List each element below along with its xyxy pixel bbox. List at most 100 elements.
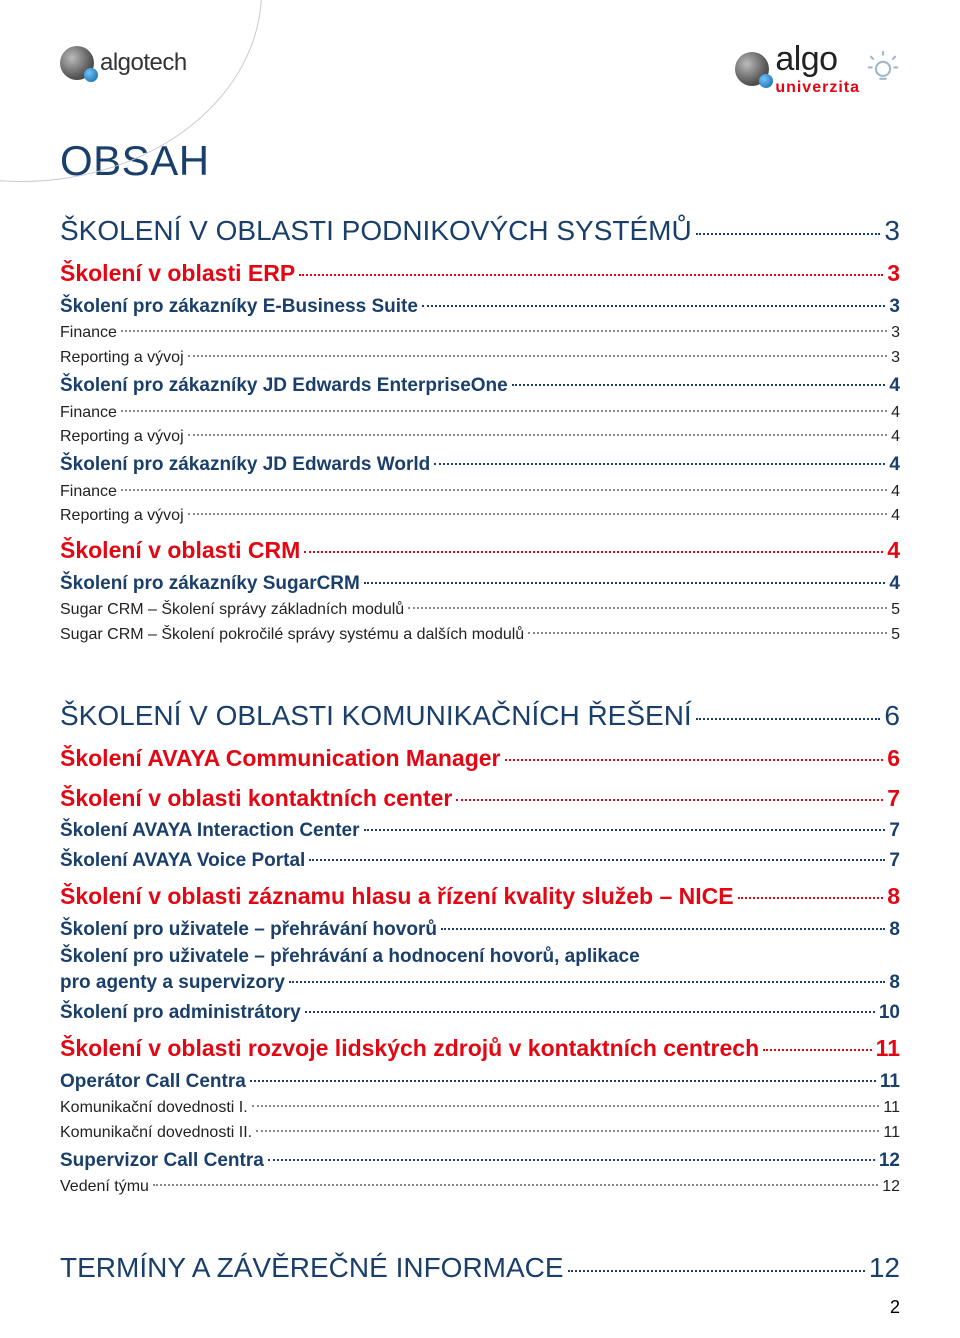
toc-page: 12 bbox=[869, 1246, 900, 1289]
toc-label: Školení AVAYA Interaction Center bbox=[60, 816, 360, 845]
dot-leader bbox=[309, 859, 885, 861]
toc-page: 4 bbox=[889, 371, 900, 400]
dot-leader bbox=[408, 607, 887, 609]
toc-label: ŠKOLENÍ V OBLASTI KOMUNIKAČNÍCH ŘEŠENÍ bbox=[60, 694, 692, 737]
toc-entry[interactable]: pro agenty a supervizory8 bbox=[60, 968, 900, 997]
toc-entry[interactable]: Sugar CRM – Školení pokročilé správy sys… bbox=[60, 623, 900, 648]
toc-page: 5 bbox=[891, 623, 900, 648]
toc-label: Školení pro zákazníky JD Edwards World bbox=[60, 450, 430, 479]
toc-label: Vedení týmu bbox=[60, 1175, 149, 1200]
dot-leader bbox=[568, 1270, 865, 1272]
brand-right-sub: univerzita bbox=[775, 79, 860, 97]
toc-entry[interactable]: Školení v oblasti kontaktních center 7 bbox=[60, 781, 900, 817]
toc-page: 11 bbox=[880, 1067, 900, 1096]
toc-entry[interactable]: Finance3 bbox=[60, 321, 900, 346]
toc-entry[interactable]: Reporting a vývoj4 bbox=[60, 425, 900, 450]
toc-entry[interactable]: Školení v oblasti rozvoje lidských zdroj… bbox=[60, 1031, 900, 1067]
toc-page: 4 bbox=[891, 480, 900, 505]
toc-entry[interactable]: Finance 4 bbox=[60, 401, 900, 426]
dot-leader bbox=[696, 233, 881, 235]
dot-leader bbox=[268, 1159, 875, 1161]
toc-entry[interactable]: Školení pro zákazníky JD Edwards World 4 bbox=[60, 450, 900, 479]
toc-label: Finance bbox=[60, 480, 117, 505]
toc-page: 3 bbox=[889, 292, 900, 321]
toc-entry[interactable]: Finance 4 bbox=[60, 480, 900, 505]
dot-leader bbox=[456, 799, 883, 801]
toc-entry[interactable]: Školení v oblasti ERP3 bbox=[60, 256, 900, 292]
toc-entry[interactable]: Reporting a vývoj 3 bbox=[60, 346, 900, 371]
toc-entry[interactable]: Komunikační dovednosti II.11 bbox=[60, 1121, 900, 1146]
dot-leader bbox=[121, 330, 887, 332]
toc-entry[interactable]: Školení AVAYA Interaction Center 7 bbox=[60, 816, 900, 845]
toc-page: 6 bbox=[887, 741, 900, 777]
dot-leader bbox=[188, 434, 887, 436]
toc-entry[interactable]: Školení pro zákazníky JD Edwards Enterpr… bbox=[60, 371, 900, 400]
toc-label: Školení pro uživatele – přehrávání hovor… bbox=[60, 915, 437, 944]
brand-left-text: algotech bbox=[100, 49, 187, 77]
brand-right-text: algo bbox=[775, 40, 837, 78]
dot-leader bbox=[299, 274, 883, 276]
lightbulb-icon bbox=[866, 49, 900, 88]
toc-label: Školení pro zákazníky E-Business Suite bbox=[60, 292, 418, 321]
toc-entry[interactable]: Školení v oblasti záznamu hlasu a řízení… bbox=[60, 879, 900, 915]
toc-entry[interactable]: Komunikační dovednosti I.11 bbox=[60, 1096, 900, 1121]
dot-leader bbox=[738, 897, 884, 899]
toc-label: Školení v oblasti ERP bbox=[60, 256, 295, 292]
toc-entry[interactable]: Supervizor Call Centra 12 bbox=[60, 1146, 900, 1175]
toc-entry[interactable]: Sugar CRM – Školení správy základních mo… bbox=[60, 598, 900, 623]
toc-entry[interactable]: Školení pro administrátory 10 bbox=[60, 998, 900, 1027]
toc-entry[interactable]: Školení AVAYA Communication Manager 6 bbox=[60, 741, 900, 777]
toc-label: Sugar CRM – Školení správy základních mo… bbox=[60, 598, 404, 623]
toc-page: 10 bbox=[879, 998, 900, 1027]
dot-leader bbox=[252, 1105, 880, 1107]
toc-page: 7 bbox=[889, 846, 900, 875]
toc-page: 4 bbox=[889, 450, 900, 479]
toc-entry[interactable]: Školení v oblasti CRM4 bbox=[60, 533, 900, 569]
toc-label: Komunikační dovednosti II. bbox=[60, 1121, 252, 1146]
dot-leader bbox=[441, 928, 885, 930]
toc-label: Reporting a vývoj bbox=[60, 346, 184, 371]
dot-leader bbox=[528, 632, 887, 634]
toc-page: 8 bbox=[889, 915, 900, 944]
toc-page: 7 bbox=[889, 816, 900, 845]
toc-page: 6 bbox=[884, 694, 900, 737]
dot-leader bbox=[304, 551, 883, 553]
dot-leader bbox=[512, 384, 886, 386]
toc-page: 3 bbox=[891, 321, 900, 346]
toc-page: 12 bbox=[879, 1146, 900, 1175]
toc-page: 3 bbox=[884, 209, 900, 252]
toc-page: 4 bbox=[891, 425, 900, 450]
toc-entry-wrap-line1[interactable]: Školení pro uživatele – přehrávání a hod… bbox=[60, 946, 900, 968]
toc-page: 4 bbox=[891, 504, 900, 529]
toc-entry[interactable]: Operátor Call Centra11 bbox=[60, 1067, 900, 1096]
toc-label: Školení v oblasti kontaktních center bbox=[60, 781, 452, 817]
toc-label: Finance bbox=[60, 401, 117, 426]
toc-entry[interactable]: ŠKOLENÍ V OBLASTI KOMUNIKAČNÍCH ŘEŠENÍ 6 bbox=[60, 694, 900, 737]
dot-leader bbox=[289, 981, 886, 983]
toc-page: 4 bbox=[891, 401, 900, 426]
toc-entry[interactable]: Reporting a vývoj4 bbox=[60, 504, 900, 529]
toc-entry[interactable]: TERMÍNY A ZÁVĚREČNÉ INFORMACE12 bbox=[60, 1246, 900, 1289]
page: algotech algo univerzita OBSAH ŠKOLENÍ V… bbox=[0, 0, 960, 1338]
toc-entry[interactable]: ŠKOLENÍ V OBLASTI PODNIKOVÝCH SYSTÉMŮ3 bbox=[60, 209, 900, 252]
toc-label: Komunikační dovednosti I. bbox=[60, 1096, 248, 1121]
toc-entry[interactable]: Školení pro zákazníky SugarCRM4 bbox=[60, 569, 900, 598]
toc-entry[interactable]: Vedení týmu 12 bbox=[60, 1175, 900, 1200]
toc-label: Školení v oblasti rozvoje lidských zdroj… bbox=[60, 1031, 759, 1067]
toc-page: 12 bbox=[882, 1175, 900, 1200]
page-title: OBSAH bbox=[60, 137, 900, 185]
dot-leader bbox=[121, 489, 887, 491]
toc-entry[interactable]: Školení pro zákazníky E-Business Suite 3 bbox=[60, 292, 900, 321]
toc-label: Školení pro administrátory bbox=[60, 998, 301, 1027]
toc-page: 8 bbox=[887, 879, 900, 915]
logo-right: algo univerzita bbox=[735, 40, 900, 97]
toc-label: Školení AVAYA Communication Manager bbox=[60, 741, 501, 777]
toc-page: 3 bbox=[891, 346, 900, 371]
sphere-icon bbox=[735, 52, 769, 86]
toc-entry[interactable]: Školení AVAYA Voice Portal7 bbox=[60, 846, 900, 875]
toc-page: 7 bbox=[887, 781, 900, 817]
toc-page: 11 bbox=[876, 1031, 900, 1067]
toc-page: 8 bbox=[889, 968, 900, 997]
toc-label: Supervizor Call Centra bbox=[60, 1146, 264, 1175]
toc-entry[interactable]: Školení pro uživatele – přehrávání hovor… bbox=[60, 915, 900, 944]
